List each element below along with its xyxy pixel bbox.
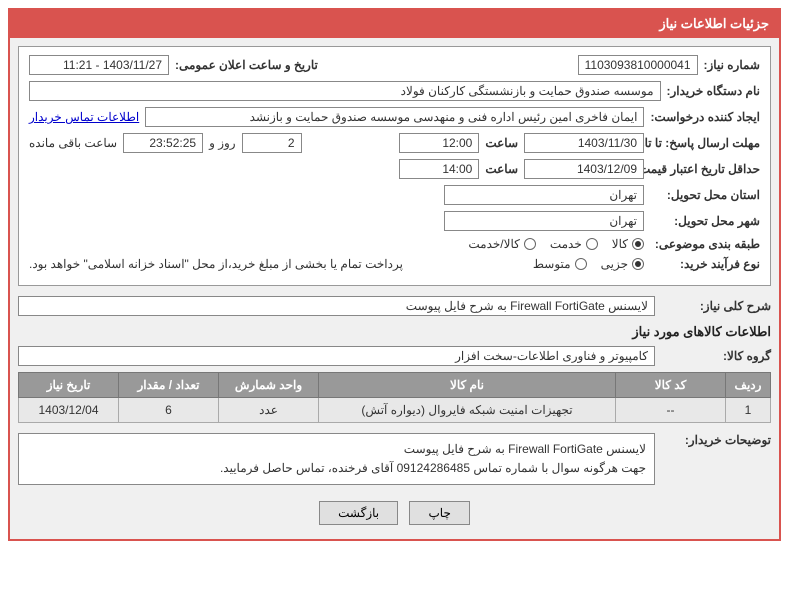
subject-class-label: طبقه بندی موضوعی:	[650, 237, 760, 251]
buyer-notes-line2: جهت هرگونه سوال با شماره تماس 0912428648…	[27, 459, 646, 478]
need-desc-value: لایسنس Firewall FortiGate به شرح فایل پی…	[18, 296, 655, 316]
city-label: شهر محل تحویل:	[650, 214, 760, 228]
th-name: نام کالا	[319, 373, 616, 398]
page-title: جزئیات اطلاعات نیاز	[10, 10, 779, 38]
radio-khadamat-label: خدمت	[550, 237, 582, 251]
radio-icon	[632, 238, 644, 250]
cell-code: --	[616, 398, 726, 423]
cell-need-date: 1403/12/04	[19, 398, 119, 423]
buyer-notes-line1: لایسنس Firewall FortiGate به شرح فایل پی…	[27, 440, 646, 459]
radio-jozi-label: جزیی	[601, 257, 628, 271]
creator-label: ایجاد کننده درخواست:	[650, 110, 760, 124]
response-deadline-label: مهلت ارسال پاسخ: تا تاریخ:	[650, 136, 760, 150]
days-and-label: روز و	[209, 136, 236, 150]
item-group-value: کامپیوتر و فناوری اطلاعات-سخت افزار	[18, 346, 655, 366]
buyer-org-value: موسسه صندوق حمایت و بازنشستگی کارکنان فو…	[29, 81, 661, 101]
radio-icon	[586, 238, 598, 250]
need-no-label: شماره نیاز:	[704, 58, 760, 72]
province-value: تهران	[444, 185, 644, 205]
radio-icon	[632, 258, 644, 270]
announce-date-label: تاریخ و ساعت اعلان عمومی:	[175, 58, 318, 72]
validity-time-value: 14:00	[399, 159, 479, 179]
cell-name: تجهیزات امنیت شبکه فایروال (دیواره آتش)	[319, 398, 616, 423]
th-need-date: تاریخ نیاز	[19, 373, 119, 398]
cell-row: 1	[726, 398, 771, 423]
cell-unit: عدد	[219, 398, 319, 423]
back-button[interactable]: بازگشت	[319, 501, 398, 525]
items-section-title: اطلاعات کالاهای مورد نیاز	[18, 324, 771, 340]
items-table: ردیف کد کالا نام کالا واحد شمارش تعداد /…	[18, 372, 771, 423]
time-remaining-label: ساعت باقی مانده	[29, 136, 117, 150]
validity-label: حداقل تاریخ اعتبار قیمت: تا تاریخ:	[650, 162, 760, 176]
buyer-contact-link[interactable]: اطلاعات تماس خریدار	[29, 110, 139, 124]
radio-jozi[interactable]: جزیی	[601, 257, 644, 271]
province-label: استان محل تحویل:	[650, 188, 760, 202]
response-date-value: 1403/11/30	[524, 133, 644, 153]
item-group-label: گروه کالا:	[661, 349, 771, 363]
days-remaining-value: 2	[242, 133, 302, 153]
buyer-notes-box: لایسنس Firewall FortiGate به شرح فایل پی…	[18, 433, 655, 485]
need-desc-label: شرح کلی نیاز:	[661, 299, 771, 313]
response-time-value: 12:00	[399, 133, 479, 153]
need-no-value: 1103093810000041	[578, 55, 698, 75]
validity-date-value: 1403/12/09	[524, 159, 644, 179]
table-row: 1 -- تجهیزات امنیت شبکه فایروال (دیواره …	[19, 398, 771, 423]
countdown-value: 23:52:25	[123, 133, 203, 153]
city-value: تهران	[444, 211, 644, 231]
radio-kala-khadamat-label: کالا/خدمت	[468, 237, 519, 251]
radio-icon	[524, 238, 536, 250]
hour-label-1: ساعت	[485, 136, 518, 150]
th-unit: واحد شمارش	[219, 373, 319, 398]
process-label: نوع فرآیند خرید:	[650, 257, 760, 271]
print-button[interactable]: چاپ	[409, 501, 469, 525]
buyer-notes-label: توضیحات خریدار:	[661, 433, 771, 447]
radio-icon	[575, 258, 587, 270]
radio-kala-khadamat[interactable]: کالا/خدمت	[468, 237, 535, 251]
announce-date-value: 1403/11/27 - 11:21	[29, 55, 169, 75]
radio-motavaset-label: متوسط	[533, 257, 571, 271]
cell-qty: 6	[119, 398, 219, 423]
th-row: ردیف	[726, 373, 771, 398]
payment-note: پرداخت تمام یا بخشی از مبلغ خرید،از محل …	[29, 257, 403, 271]
creator-value: ایمان فاخری امین رئیس اداره فنی و منهدسی…	[145, 107, 644, 127]
th-code: کد کالا	[616, 373, 726, 398]
radio-motavaset[interactable]: متوسط	[533, 257, 587, 271]
th-qty: تعداد / مقدار	[119, 373, 219, 398]
buyer-org-label: نام دستگاه خریدار:	[667, 84, 761, 98]
radio-khadamat[interactable]: خدمت	[550, 237, 598, 251]
radio-kala-label: کالا	[612, 237, 628, 251]
radio-kala[interactable]: کالا	[612, 237, 644, 251]
hour-label-2: ساعت	[485, 162, 518, 176]
